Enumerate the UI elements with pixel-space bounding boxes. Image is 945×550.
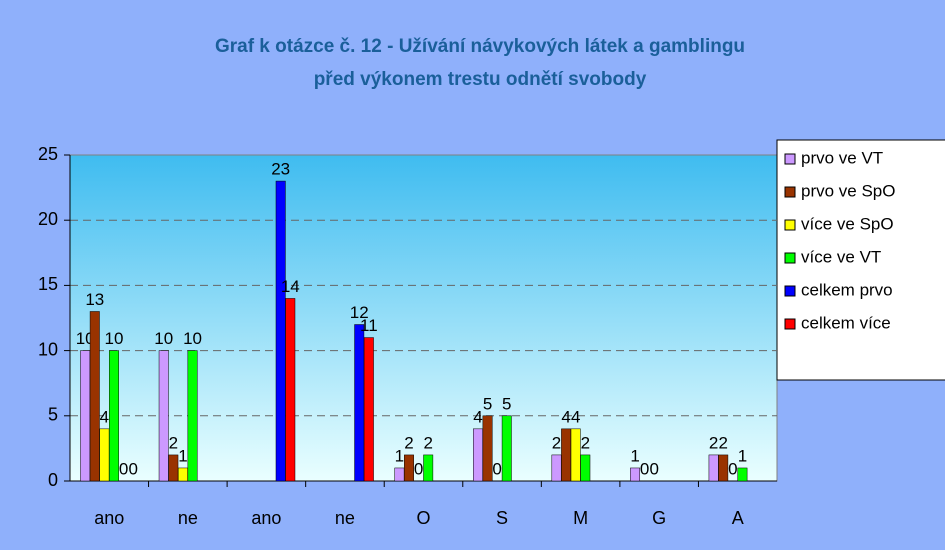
legend-label: více ve VT bbox=[801, 247, 881, 266]
data-label: 10 bbox=[154, 329, 173, 348]
data-label: 2 bbox=[552, 433, 561, 452]
data-label: 4 bbox=[571, 407, 580, 426]
bar bbox=[168, 454, 179, 482]
bar bbox=[501, 415, 512, 482]
bar bbox=[89, 311, 100, 482]
x-tick-label: A bbox=[732, 508, 744, 528]
data-label: 2 bbox=[718, 433, 727, 452]
data-label: 4 bbox=[561, 407, 570, 426]
chart-title: Graf k otázce č. 12 - Užívání návykových… bbox=[215, 36, 745, 57]
x-tick-label: S bbox=[496, 508, 508, 528]
data-label: 0 bbox=[650, 459, 659, 478]
data-label: 0 bbox=[492, 459, 501, 478]
bar bbox=[80, 350, 91, 482]
bar bbox=[580, 454, 591, 482]
bar bbox=[394, 467, 405, 482]
legend-marker bbox=[784, 318, 796, 330]
data-label: 4 bbox=[100, 407, 109, 426]
x-tick-label: ne bbox=[335, 508, 355, 528]
data-label: 13 bbox=[85, 290, 104, 309]
data-label: 23 bbox=[271, 160, 290, 179]
data-label: 2 bbox=[709, 433, 718, 452]
x-tick-label: ano bbox=[251, 508, 281, 528]
legend-label: celkem více bbox=[801, 313, 891, 332]
y-tick-label: 20 bbox=[38, 209, 58, 229]
legend-label: prvo ve VT bbox=[801, 148, 883, 167]
x-tick-label: G bbox=[652, 508, 666, 528]
bar bbox=[708, 454, 719, 482]
bar bbox=[423, 454, 434, 482]
bar bbox=[404, 454, 414, 482]
data-label: 10 bbox=[105, 329, 124, 348]
legend-marker bbox=[784, 252, 796, 264]
data-label: 0 bbox=[128, 459, 137, 478]
bar bbox=[561, 428, 572, 482]
bar bbox=[177, 467, 188, 482]
bar bbox=[275, 180, 286, 482]
plot-area bbox=[69, 154, 778, 482]
bar bbox=[187, 350, 198, 482]
bar bbox=[473, 428, 483, 482]
bar bbox=[109, 350, 119, 482]
chart-subtitle: před výkonem trestu odnětí svobody bbox=[314, 69, 647, 90]
bar bbox=[363, 337, 374, 482]
bar bbox=[285, 298, 296, 482]
data-label: 0 bbox=[728, 459, 737, 478]
bar bbox=[737, 467, 748, 482]
x-tick-label: ano bbox=[94, 508, 124, 528]
x-tick-label: ne bbox=[178, 508, 198, 528]
data-label: 2 bbox=[423, 433, 432, 452]
x-tick-label: M bbox=[573, 508, 588, 528]
data-label: 10 bbox=[183, 329, 202, 348]
data-label: 1 bbox=[630, 446, 639, 465]
data-label: 0 bbox=[119, 459, 128, 478]
bar bbox=[482, 415, 493, 482]
data-label: 1 bbox=[738, 446, 747, 465]
y-tick-label: 5 bbox=[48, 405, 58, 425]
bar bbox=[551, 454, 562, 482]
y-tick-label: 10 bbox=[38, 339, 58, 359]
bar bbox=[99, 428, 110, 482]
data-label: 5 bbox=[502, 394, 511, 413]
bar bbox=[630, 467, 641, 482]
x-tick-label: O bbox=[416, 508, 430, 528]
bar bbox=[570, 428, 581, 482]
data-label: 1 bbox=[395, 446, 404, 465]
data-label: 4 bbox=[473, 407, 482, 426]
data-label: 2 bbox=[581, 433, 590, 452]
legend-marker bbox=[784, 153, 796, 165]
bar bbox=[718, 454, 729, 482]
legend-marker bbox=[784, 285, 796, 297]
data-label: 14 bbox=[281, 277, 300, 296]
data-label: 2 bbox=[404, 433, 413, 452]
y-tick-label: 0 bbox=[48, 470, 58, 490]
bar bbox=[354, 324, 365, 482]
data-label: 5 bbox=[483, 394, 492, 413]
legend-label: prvo ve SpO bbox=[801, 181, 896, 200]
data-label: 12 bbox=[350, 303, 369, 322]
data-label: 0 bbox=[640, 459, 649, 478]
legend-marker bbox=[784, 186, 796, 198]
legend-label: více ve SpO bbox=[801, 214, 894, 233]
y-tick-label: 15 bbox=[38, 274, 58, 294]
legend bbox=[776, 139, 945, 381]
y-tick-label: 25 bbox=[38, 144, 58, 164]
data-label: 0 bbox=[414, 459, 423, 478]
data-label: 11 bbox=[360, 316, 378, 335]
legend-label: celkem prvo bbox=[801, 280, 893, 299]
data-label: 2 bbox=[169, 433, 178, 452]
legend-marker bbox=[784, 219, 796, 231]
bar bbox=[158, 350, 169, 482]
data-label: 1 bbox=[178, 446, 187, 465]
